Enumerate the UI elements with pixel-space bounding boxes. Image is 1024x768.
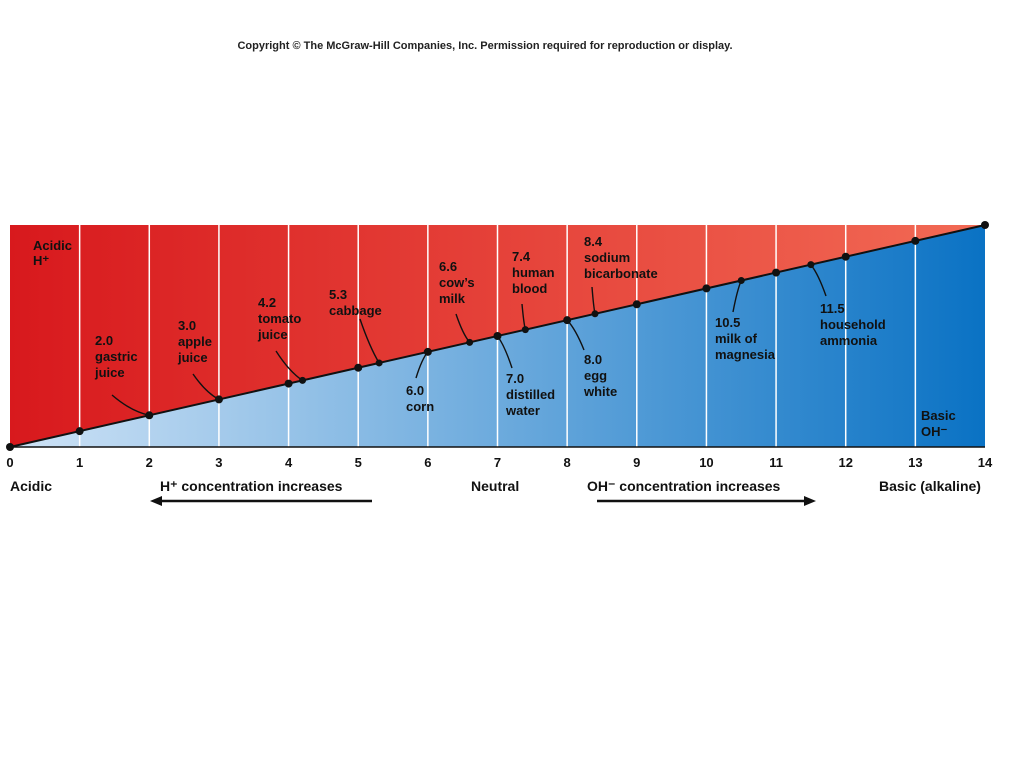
tick-dot-5 <box>354 363 363 372</box>
tick-label-3: 3 <box>215 455 222 470</box>
tick-label-1: 1 <box>76 455 83 470</box>
h-arrow <box>150 496 372 506</box>
substance-4-2: 4.2 tomato juice <box>257 295 306 384</box>
substance-10-5: 10.5 milk of magnesia <box>715 277 776 362</box>
tick-labels: 0 1 2 3 4 5 6 7 8 9 10 11 12 13 14 <box>6 455 993 470</box>
substance-6: 6.0 corn <box>406 348 434 414</box>
substance-dot-8-4 <box>591 310 599 318</box>
substance-label-11-5: 11.5 household ammonia <box>820 301 886 348</box>
substance-dot-2 <box>145 411 153 419</box>
tick-dot-12 <box>841 252 850 261</box>
substance-dot-8 <box>563 316 571 324</box>
neutral-label: Neutral <box>471 478 519 494</box>
basic-corner-label: Basic OH⁻ <box>921 408 959 439</box>
ph-gridlines <box>78 225 917 447</box>
substance-7: 7.0 distilled water <box>494 332 555 418</box>
tick-dot-0 <box>6 443 14 451</box>
tick-dot-4 <box>284 379 293 388</box>
substance-markers: 2.0 gastric juice 3.0 apple juice 4.2 tomato jui… <box>94 234 886 419</box>
tick-label-10: 10 <box>699 455 713 470</box>
tick-label-13: 13 <box>908 455 922 470</box>
tick-dot-14 <box>981 221 989 229</box>
substance-label-10-5: 10.5 milk of magnesia <box>715 315 776 362</box>
acidic-corner-label: Acidic H⁺ <box>33 238 76 268</box>
substance-5-3: 5.3 cabbage <box>329 287 383 367</box>
tick-dot-10 <box>702 284 711 293</box>
tick-label-7: 7 <box>494 455 501 470</box>
substance-dot-7 <box>494 332 501 340</box>
substance-label-5-3: 5.3 cabbage <box>329 287 382 318</box>
substance-label-7: 7.0 distilled water <box>505 371 555 418</box>
substance-8: 8.0 egg white <box>563 316 617 399</box>
tick-label-9: 9 <box>633 455 640 470</box>
tick-label-5: 5 <box>355 455 362 470</box>
tick-label-2: 2 <box>146 455 153 470</box>
substance-dot-10-5 <box>737 277 745 284</box>
substance-dot-7-4 <box>521 326 529 334</box>
tick-label-6: 6 <box>424 455 431 470</box>
tick-label-0: 0 <box>6 455 13 470</box>
substance-3: 3.0 apple juice <box>177 318 223 403</box>
substance-label-8-4: 8.4 sodium bicarbonate <box>584 234 658 281</box>
tick-dot-11 <box>772 268 781 277</box>
oh-arrow <box>597 496 816 506</box>
substance-7-4: 7.4 human blood <box>512 249 555 334</box>
tick-label-14: 14 <box>978 455 993 470</box>
substance-dot-4-2 <box>299 376 306 384</box>
substance-label-8: 8.0 egg white <box>583 352 617 399</box>
tick-dot-13 <box>911 236 920 245</box>
substance-8-4: 8.4 sodium bicarbonate <box>584 234 658 318</box>
tick-label-11: 11 <box>769 455 783 470</box>
substance-2: 2.0 gastric juice <box>94 333 153 419</box>
substance-dot-5-3 <box>375 359 383 367</box>
substance-label-3: 3.0 apple juice <box>177 318 212 365</box>
substance-dot-11-5 <box>807 261 815 269</box>
substance-dot-3 <box>215 395 223 403</box>
tick-label-12: 12 <box>838 455 852 470</box>
substance-label-6: 6.0 corn <box>406 383 434 414</box>
substance-label-4-2: 4.2 tomato juice <box>257 295 301 342</box>
substance-dot-6-6 <box>466 338 474 346</box>
basic-alkaline-label: Basic (alkaline) <box>879 478 981 494</box>
substance-6-6: 6.6 cow’s milk <box>439 259 475 346</box>
substance-dot-6 <box>424 348 432 356</box>
tick-label-4: 4 <box>285 455 293 470</box>
tick-label-8: 8 <box>564 455 571 470</box>
substance-label-6-6: 6.6 cow’s milk <box>439 259 475 306</box>
tick-dot-9 <box>632 300 641 309</box>
copyright-notice: Copyright © The McGraw-Hill Companies, I… <box>237 40 733 52</box>
oh-concentration-label: OH⁻ concentration increases <box>587 478 781 494</box>
substance-label-7-4: 7.4 human blood <box>512 249 555 296</box>
substance-label-2: 2.0 gastric juice <box>94 333 138 380</box>
h-concentration-label: H⁺ concentration increases <box>160 478 343 494</box>
acidic-bottom-label: Acidic <box>10 478 52 494</box>
substance-11-5: 11.5 household ammonia <box>807 261 886 348</box>
tick-dot-1 <box>75 427 84 436</box>
